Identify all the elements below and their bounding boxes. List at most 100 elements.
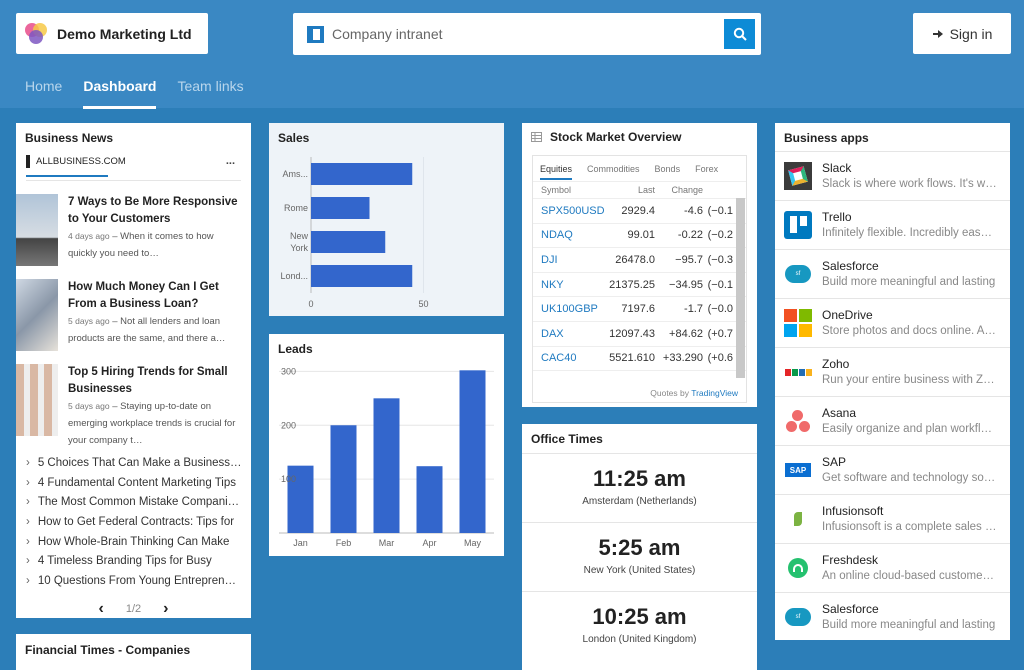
freshdesk-icon	[784, 554, 812, 582]
news-more-button[interactable]: ...	[225, 155, 235, 167]
stock-symbol[interactable]: UK100GBP	[541, 303, 598, 316]
nav-team-links[interactable]: Team links	[177, 78, 244, 94]
table-row[interactable]: DAX 12097.43 +84.62 (+0.7	[533, 322, 746, 347]
app-desc: Slack is where work flows. It's where	[822, 178, 997, 190]
news-item-snippet: Not all lenders and loan products are th…	[68, 316, 226, 344]
sales-chart: Ams... Rome New York Lond... 0 50	[280, 157, 429, 309]
col-change: Change	[671, 185, 703, 195]
news-item[interactable]: How Much Money Can I Get From a Business…	[16, 279, 251, 364]
table-row[interactable]: UK100GBP 7197.6 -1.7 (−0.0	[533, 297, 746, 322]
tab-equities[interactable]: Equities	[540, 164, 573, 180]
news-link[interactable]: › 4 Timeless Branding Tips for Busy	[16, 552, 242, 572]
app-freshdesk[interactable]: Freshdesk An online cloud-based customer …	[775, 543, 1010, 592]
category-label: New	[290, 231, 309, 241]
search-box[interactable]: Company intranet	[293, 13, 761, 55]
app-desc: Easily organize and plan workflows	[822, 423, 997, 435]
category-label: York	[290, 243, 308, 253]
news-item[interactable]: 7 Ways to Be More Responsive to Your Cus…	[16, 194, 251, 279]
news-item-title[interactable]: 7 Ways to Be More Responsive to Your Cus…	[68, 196, 238, 225]
category-label: Lond...	[280, 271, 308, 281]
news-item-title[interactable]: How Much Money Can I Get From a Business…	[68, 281, 219, 310]
financial-times-card: Financial Times - Companies	[16, 634, 251, 670]
office-times-card: Office Times 11:25 am Amsterdam (Netherl…	[522, 424, 757, 670]
news-item-ago: 5 days ago	[68, 401, 110, 411]
next-page-button[interactable]: ›	[163, 599, 169, 617]
tab-forex[interactable]: Forex	[695, 163, 719, 174]
stock-change-pct: (−0.1	[707, 204, 733, 217]
tradingview-link[interactable]: TradingView	[691, 388, 738, 398]
news-link[interactable]: › 10 Questions From Young Entrepreneurs	[16, 572, 242, 592]
app-slack[interactable]: Slack Slack is where work flows. It's whe…	[775, 151, 1010, 200]
stock-symbol[interactable]: NDAQ	[541, 229, 573, 242]
table-row[interactable]: SPX500USD 2929.4 -4.6 (−0.1	[533, 199, 746, 224]
stock-change-pct: (+0.6	[707, 352, 733, 365]
app-zoho[interactable]: Zoho Run your entire business with Zoho	[775, 347, 1010, 396]
stock-symbol[interactable]: NKY	[541, 278, 564, 291]
table-row[interactable]: NKY 21375.25 −34.95 (−0.1	[533, 273, 746, 298]
news-link-label: 10 Questions From Young Entrepreneurs	[37, 575, 242, 588]
news-link[interactable]: › How Whole-Brain Thinking Can Make	[16, 533, 242, 553]
news-item-title[interactable]: Top 5 Hiring Trends for Small Businesses	[68, 366, 228, 395]
sign-in-button[interactable]: Sign in	[913, 13, 1011, 54]
tab-bonds[interactable]: Bonds	[654, 163, 681, 174]
onedrive-icon	[784, 309, 812, 337]
sharepoint-icon	[307, 25, 324, 43]
news-link[interactable]: › How to Get Federal Contracts: Tips for	[16, 513, 242, 533]
table-row[interactable]: CAC40 5521.610 +33.290 (+0.6	[533, 347, 746, 372]
brand-name: Demo Marketing Ltd	[57, 25, 192, 42]
chevron-right-icon: ›	[26, 496, 30, 509]
stock-table-header: Symbol Last Change	[533, 181, 746, 199]
table-row[interactable]: DJI 26478.0 −95.7 (−0.3	[533, 248, 746, 273]
news-link[interactable]: › 5 Choices That Can Make a Business Grea…	[16, 454, 242, 474]
search-input[interactable]: Company intranet	[332, 26, 443, 42]
app-asana[interactable]: Asana Easily organize and plan workflows	[775, 396, 1010, 445]
stock-symbol[interactable]: SPX500USD	[541, 204, 605, 217]
app-name: Freshdesk	[822, 553, 879, 567]
clock-city: Amsterdam (Netherlands)	[582, 496, 697, 507]
app-salesforce[interactable]: sf Salesforce Build more meaningful and la…	[775, 249, 1010, 298]
stock-last: 7197.6	[621, 303, 655, 316]
app-onedrive[interactable]: OneDrive Store photos and docs online. Ac…	[775, 298, 1010, 347]
clock-time: 10:25 am	[592, 604, 687, 629]
brand[interactable]: Demo Marketing Ltd	[16, 13, 208, 54]
leads-chart: Jan Feb Mar Apr May 300 200 100	[279, 366, 494, 548]
brand-logo-icon	[25, 22, 47, 45]
chart-bar	[416, 466, 443, 533]
app-trello[interactable]: Trello Infinitely flexible. Incredibly ea…	[775, 200, 1010, 249]
trello-icon	[784, 211, 812, 239]
nav-dashboard[interactable]: Dashboard	[83, 78, 157, 109]
business-apps-card: Business apps Slack Slack is where work f…	[775, 123, 1010, 640]
leads-title: Leads	[278, 342, 313, 356]
chart-bar	[330, 425, 357, 533]
clock-london: 10:25 am London (United Kingdom)	[522, 591, 757, 660]
news-source-tab[interactable]: ALLBUSINESS.COM	[26, 155, 126, 177]
app-name: Salesforce	[822, 602, 879, 616]
app-desc: Infusionsoft is a complete sales and	[822, 521, 997, 533]
stock-last: 5521.610	[609, 352, 655, 365]
sales-title: Sales	[278, 131, 310, 145]
app-infusionsoft[interactable]: Infusionsoft Infusionsoft is a complete s…	[775, 494, 1010, 543]
news-link[interactable]: › The Most Common Mistake Companies Make	[16, 493, 242, 513]
prev-page-button[interactable]: ‹	[98, 599, 104, 617]
stock-scrollbar[interactable]	[736, 198, 745, 378]
app-desc: Build more meaningful and lasting	[822, 619, 996, 631]
stock-symbol[interactable]: CAC40	[541, 352, 577, 365]
nav-home[interactable]: Home	[25, 78, 63, 94]
stock-symbol[interactable]: DAX	[541, 327, 564, 340]
app-sap[interactable]: SAP SAP Get software and technology soluti…	[775, 445, 1010, 494]
chevron-right-icon: ›	[26, 476, 30, 489]
table-row[interactable]: NDAQ 99.01 -0.22 (−0.2	[533, 224, 746, 249]
news-item-meta: 5 days ago – Not all lenders and loan pr…	[68, 313, 243, 347]
app-desc: Get software and technology solutions	[822, 472, 997, 484]
news-item[interactable]: Top 5 Hiring Trends for Small Businesses…	[16, 364, 251, 449]
col-last: Last	[637, 185, 655, 195]
chevron-right-icon: ›	[26, 555, 30, 568]
search-button[interactable]	[724, 19, 755, 49]
stock-widget: Equities Commodities Bonds Forex Symbol …	[532, 155, 747, 403]
app-salesforce-2[interactable]: sf Salesforce Build more meaningful and la…	[775, 592, 1010, 640]
news-link[interactable]: › 4 Fundamental Content Marketing Tips	[16, 474, 242, 494]
stock-change: −34.95	[669, 278, 703, 291]
stock-change: -0.22	[677, 229, 703, 242]
stock-symbol[interactable]: DJI	[541, 253, 558, 266]
tab-commodities[interactable]: Commodities	[587, 163, 640, 174]
